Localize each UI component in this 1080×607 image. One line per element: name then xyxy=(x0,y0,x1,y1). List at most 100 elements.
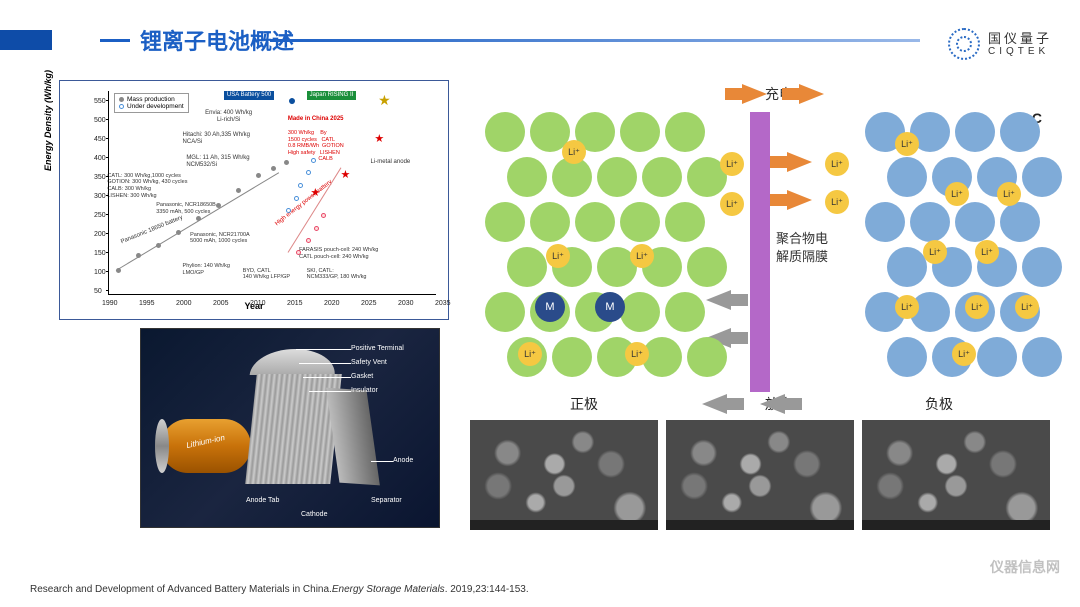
battery-cylinder: Lithium-ion xyxy=(161,419,251,473)
y-tick: 400 xyxy=(94,155,106,162)
slide-header: 锂离子电池概述 国仪量子 CIQTEK xyxy=(0,20,1080,70)
arrow-l xyxy=(730,332,748,344)
arrow-l-head xyxy=(706,290,731,310)
anode-atom xyxy=(910,202,950,242)
x-tick: 2015 xyxy=(287,300,303,307)
battery-cap xyxy=(155,419,169,473)
citation-line: Research and Development of Advanced Bat… xyxy=(30,584,529,595)
y-tick: 550 xyxy=(94,98,106,105)
metal-atom: M xyxy=(595,292,625,322)
discharge-arrow xyxy=(726,398,744,410)
leader-line xyxy=(371,461,393,462)
anode-atom xyxy=(955,202,995,242)
battery-band-text: Lithium-ion xyxy=(185,433,225,450)
polymer-membrane xyxy=(750,112,770,392)
arrow-r-head xyxy=(787,190,812,210)
label-cathode-cn: 正极 xyxy=(570,394,598,414)
charge-arrow-head xyxy=(799,84,824,104)
anode-atom xyxy=(1000,112,1040,152)
anode-atom xyxy=(865,202,905,242)
label-separator: Separator xyxy=(371,497,402,504)
x-tick: 2020 xyxy=(324,300,340,307)
arrow-r-head xyxy=(787,152,812,172)
logo-text-en: CIQTEK xyxy=(988,47,1052,57)
y-tick: 450 xyxy=(94,136,106,143)
lithium-ion: Li⁺ xyxy=(965,295,989,319)
x-tick: 2030 xyxy=(398,300,414,307)
cathode-atom xyxy=(687,337,727,377)
lithium-ion: Li⁺ xyxy=(945,182,969,206)
lithium-ion: Li⁺ xyxy=(720,152,744,176)
cathode-atom xyxy=(485,292,525,332)
sem-image-row xyxy=(470,420,1050,530)
leader-line xyxy=(303,377,351,378)
arrow-r xyxy=(770,156,788,168)
citation-suffix: . 2019,23:144-153. xyxy=(445,584,529,595)
anode-atom xyxy=(977,337,1017,377)
cathode-atom xyxy=(642,157,682,197)
label-gasket: Gasket xyxy=(351,373,373,380)
cathode-atom xyxy=(620,292,660,332)
y-tick: 350 xyxy=(94,174,106,181)
watermark: 仪器信息网 xyxy=(990,557,1060,577)
battery-cutaway-render: Lithium-ion Positive Terminal Safety Ven… xyxy=(140,328,440,528)
cathode-atom xyxy=(687,247,727,287)
cathode-atom xyxy=(620,112,660,152)
logo-icon xyxy=(948,28,980,60)
cathode-atom xyxy=(552,337,592,377)
leader-line xyxy=(296,349,351,350)
y-tick: 100 xyxy=(94,269,106,276)
citation-prefix: Research and Development of Advanced Bat… xyxy=(30,584,332,595)
lithium-ion: Li⁺ xyxy=(720,192,744,216)
anode-atom xyxy=(887,337,927,377)
battery-schematic-diagram: 充电 放电 正极 负极 O C 聚合物电 解质隔膜 MM Li⁺Li⁺Li⁺Li… xyxy=(470,80,1050,410)
x-tick: 2035 xyxy=(435,300,451,307)
lithium-ion: Li⁺ xyxy=(625,342,649,366)
cathode-atom xyxy=(665,112,705,152)
x-tick: 2025 xyxy=(361,300,377,307)
label-insulator: Insulator xyxy=(351,387,378,394)
cathode-atom xyxy=(530,202,570,242)
label-anode-tab: Anode Tab xyxy=(246,497,279,504)
x-tick: 2005 xyxy=(213,300,229,307)
anode-atom xyxy=(887,247,927,287)
y-axis-label: Energy Density (Wh/kg) xyxy=(43,70,53,171)
arrow-r xyxy=(770,194,788,206)
cathode-atom xyxy=(507,247,547,287)
charge-arrow xyxy=(725,88,743,100)
y-tick: 250 xyxy=(94,212,106,219)
lithium-ion: Li⁺ xyxy=(975,240,999,264)
label-anode-cn: 负极 xyxy=(925,394,953,414)
y-tick: 300 xyxy=(94,193,106,200)
header-accent-block xyxy=(0,30,52,50)
y-tick: 500 xyxy=(94,117,106,124)
y-tick: 150 xyxy=(94,250,106,257)
anode-atom xyxy=(1022,247,1062,287)
energy-density-chart: Energy Density (Wh/kg) Year Mass product… xyxy=(59,80,449,320)
header-rule-left xyxy=(100,39,130,42)
lithium-ion: Li⁺ xyxy=(518,342,542,366)
cathode-atom xyxy=(507,157,547,197)
lithium-ion: Li⁺ xyxy=(825,152,849,176)
membrane-label: 聚合物电 解质隔膜 xyxy=(776,230,828,266)
label-anode: Anode xyxy=(393,457,413,464)
battery-separator-flap xyxy=(326,388,380,486)
sem-image-3 xyxy=(862,420,1050,530)
label-positive: Positive Terminal xyxy=(351,345,404,352)
anode-atom xyxy=(1000,202,1040,242)
battery-core-top xyxy=(250,349,338,375)
cathode-atom xyxy=(575,202,615,242)
header-rule-right xyxy=(270,39,920,42)
x-tick: 1995 xyxy=(139,300,155,307)
charge-arrow xyxy=(782,88,800,100)
x-tick: 1990 xyxy=(102,300,118,307)
lithium-ion: Li⁺ xyxy=(1015,295,1039,319)
label-vent: Safety Vent xyxy=(351,359,387,366)
discharge-arrow-head xyxy=(702,394,727,414)
y-tick: 50 xyxy=(94,288,102,295)
brand-logo: 国仪量子 CIQTEK xyxy=(948,28,1052,60)
leader-line xyxy=(299,363,351,364)
leader-line xyxy=(309,391,351,392)
cathode-atom xyxy=(665,292,705,332)
anode-atom xyxy=(1022,157,1062,197)
